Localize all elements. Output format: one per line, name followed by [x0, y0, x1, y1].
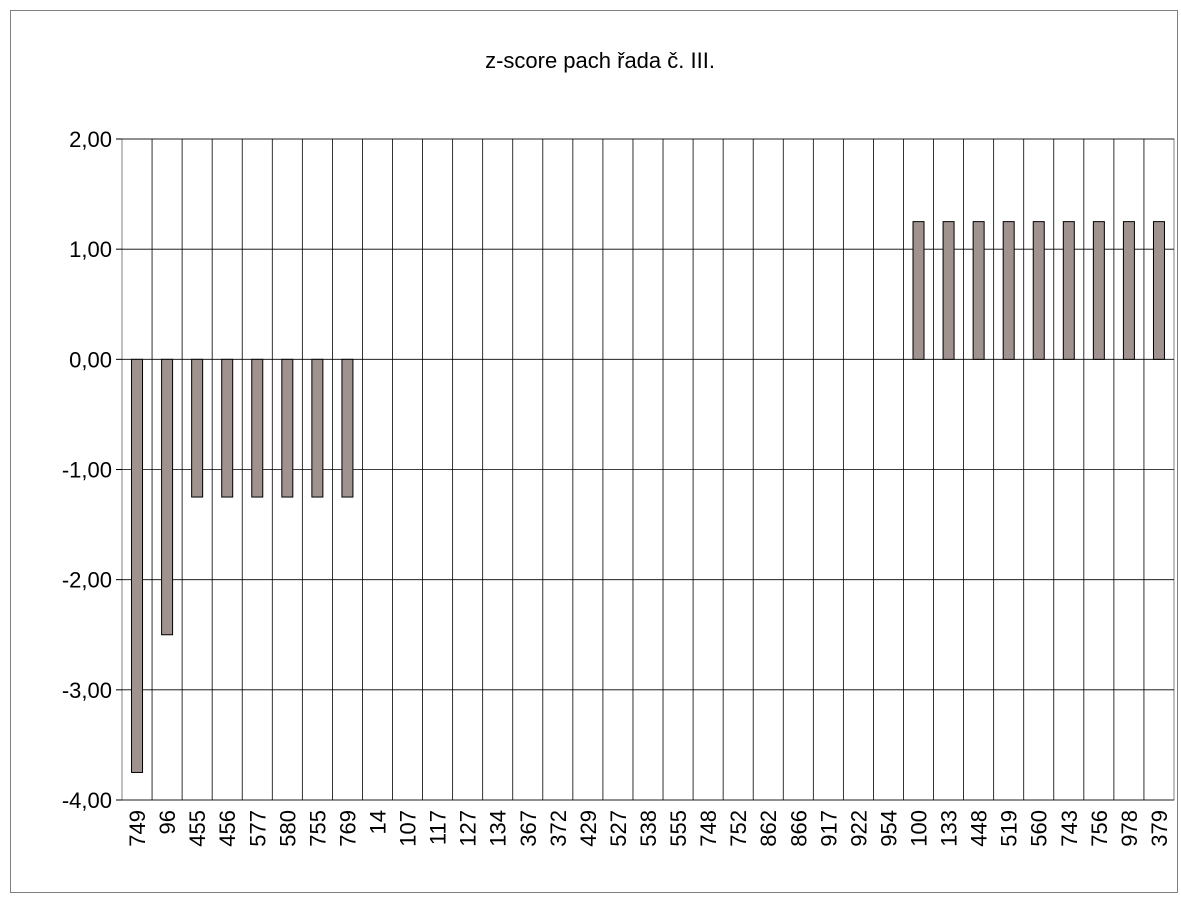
bar	[311, 358, 324, 498]
y-tick-label: 1,00	[69, 237, 112, 262]
x-tick-label: 527	[606, 810, 631, 847]
x-tick-label: 133	[937, 810, 962, 847]
x-tick-label: 862	[756, 810, 781, 847]
x-tick-label: 379	[1147, 810, 1172, 847]
x-tick-label: 134	[486, 810, 511, 847]
bar	[131, 358, 144, 773]
bar	[1152, 221, 1165, 360]
bar	[972, 221, 985, 360]
x-tick-label: 769	[335, 810, 360, 847]
x-tick-label: 917	[816, 810, 841, 847]
y-tick-label: -3,00	[62, 678, 112, 703]
bar	[281, 358, 294, 498]
bar	[912, 221, 925, 360]
x-tick-label: 127	[456, 810, 481, 847]
x-tick-label: 117	[426, 810, 451, 845]
bar	[191, 358, 204, 498]
x-tick-label: 577	[245, 810, 270, 847]
x-tick-label: 978	[1117, 810, 1142, 847]
x-tick-label: 429	[576, 810, 601, 847]
x-tick-label: 14	[365, 810, 390, 834]
y-tick-label: -1,00	[62, 458, 112, 483]
x-tick-label: 922	[846, 810, 871, 847]
x-tick-label: 748	[696, 810, 721, 847]
y-tick-label: -4,00	[62, 788, 112, 813]
y-tick-label: 0,00	[69, 347, 112, 372]
chart-title: z-score pach řada č. III.	[485, 48, 715, 73]
bar	[1122, 221, 1135, 360]
x-tick-label: 866	[786, 810, 811, 847]
x-tick-label: 519	[997, 810, 1022, 847]
x-tick-label: 743	[1057, 810, 1082, 847]
bar	[341, 358, 354, 498]
x-tick-label: 752	[726, 810, 751, 847]
y-tick-label: 2,00	[69, 127, 112, 152]
x-tick-label: 560	[1027, 810, 1052, 847]
bar	[161, 358, 174, 636]
bar	[221, 358, 234, 498]
x-tick-label: 580	[275, 810, 300, 847]
x-tick-label: 107	[396, 810, 421, 847]
x-tick-label: 96	[155, 810, 180, 834]
x-tick-label: 100	[907, 810, 932, 847]
x-tick-label: 555	[666, 810, 691, 847]
bar	[251, 358, 264, 498]
bar	[1002, 221, 1015, 360]
bar	[1062, 221, 1075, 360]
y-tick-label: -2,00	[62, 568, 112, 593]
bar	[1032, 221, 1045, 360]
bar	[1092, 221, 1105, 360]
x-tick-label: 367	[516, 810, 541, 847]
x-tick-label: 755	[305, 810, 330, 847]
x-tick-label: 756	[1087, 810, 1112, 847]
x-tick-label: 954	[876, 810, 901, 847]
x-tick-label: 455	[185, 810, 210, 847]
x-tick-label: 372	[546, 810, 571, 847]
x-tick-label: 749	[125, 810, 150, 847]
x-tick-label: 448	[967, 810, 992, 847]
bar	[942, 221, 955, 360]
x-tick-label: 456	[215, 810, 240, 847]
x-tick-label: 538	[636, 810, 661, 847]
